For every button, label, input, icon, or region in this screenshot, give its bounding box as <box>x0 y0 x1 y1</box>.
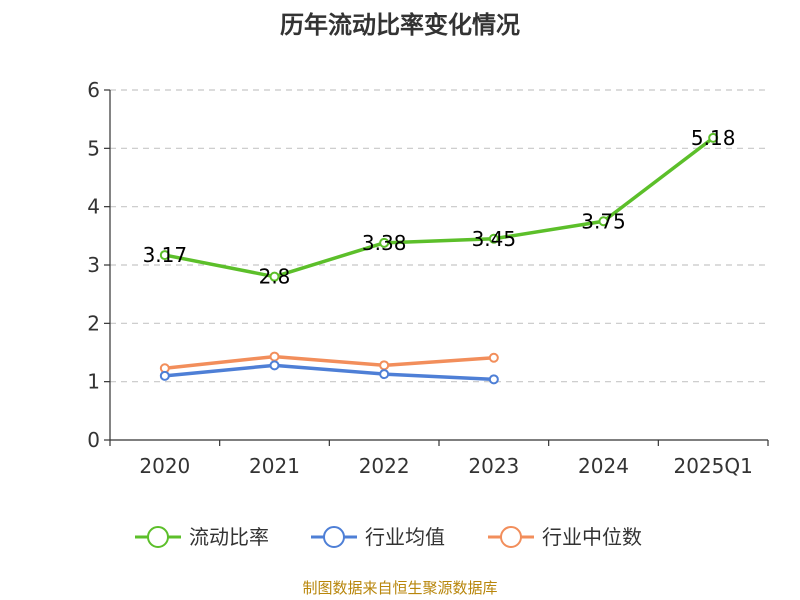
y-tick-label: 5 <box>87 136 100 160</box>
series-line-0 <box>164 136 715 279</box>
series-group <box>159 132 719 385</box>
y-tick-label: 0 <box>87 428 100 452</box>
data-point[interactable] <box>159 370 170 381</box>
y-axis-ticks: 0 1 2 3 4 5 6 <box>87 78 110 452</box>
legend[interactable]: 流动比率 行业均值 行业中位数 <box>135 525 642 549</box>
data-point[interactable] <box>269 351 280 362</box>
y-tick-label: 6 <box>87 78 100 102</box>
data-point[interactable] <box>708 132 719 143</box>
x-tick-label: 2025Q1 <box>673 454 752 478</box>
data-labels: 3.17 2.8 3.38 3.45 3.75 5.18 <box>143 126 736 289</box>
data-point[interactable] <box>269 271 280 282</box>
series-line-1 <box>164 363 494 382</box>
data-point[interactable] <box>379 360 390 371</box>
x-tick-label: 2020 <box>139 454 190 478</box>
y-tick-label: 2 <box>87 311 100 335</box>
x-axis-ticks: 2020 2021 2022 2023 2024 2025Q1 <box>109 440 769 478</box>
x-tick-label: 2024 <box>578 454 629 478</box>
data-label: 3.45 <box>472 227 517 251</box>
data-point[interactable] <box>379 369 390 380</box>
legend-label[interactable]: 行业中位数 <box>542 525 642 549</box>
series-line-2 <box>164 354 494 370</box>
source-note: 制图数据来自恒生聚源数据库 <box>302 579 497 597</box>
legend-marker[interactable] <box>147 526 169 548</box>
y-tick-label: 1 <box>87 370 100 394</box>
chart-title: 历年流动比率变化情况 <box>280 11 520 39</box>
legend-marker[interactable] <box>500 526 522 548</box>
x-tick-label: 2021 <box>249 454 300 478</box>
legend-label[interactable]: 行业均值 <box>365 525 445 549</box>
data-label: 3.75 <box>581 209 626 233</box>
data-label: 3.38 <box>362 231 407 255</box>
data-point[interactable] <box>269 360 280 371</box>
data-label: 5.18 <box>691 126 736 150</box>
data-point[interactable] <box>488 374 499 385</box>
data-point[interactable] <box>379 237 390 248</box>
y-tick-label: 4 <box>87 195 100 219</box>
data-label: 3.17 <box>143 243 188 267</box>
x-tick-label: 2023 <box>468 454 519 478</box>
data-point[interactable] <box>159 250 170 261</box>
data-point[interactable] <box>488 352 499 363</box>
data-point[interactable] <box>488 233 499 244</box>
y-tick-label: 3 <box>87 253 100 277</box>
grid-lines <box>110 89 768 383</box>
legend-marker[interactable] <box>323 526 345 548</box>
data-point[interactable] <box>598 216 609 227</box>
legend-label[interactable]: 流动比率 <box>189 525 269 549</box>
data-label: 2.8 <box>259 265 291 289</box>
x-tick-label: 2022 <box>359 454 410 478</box>
